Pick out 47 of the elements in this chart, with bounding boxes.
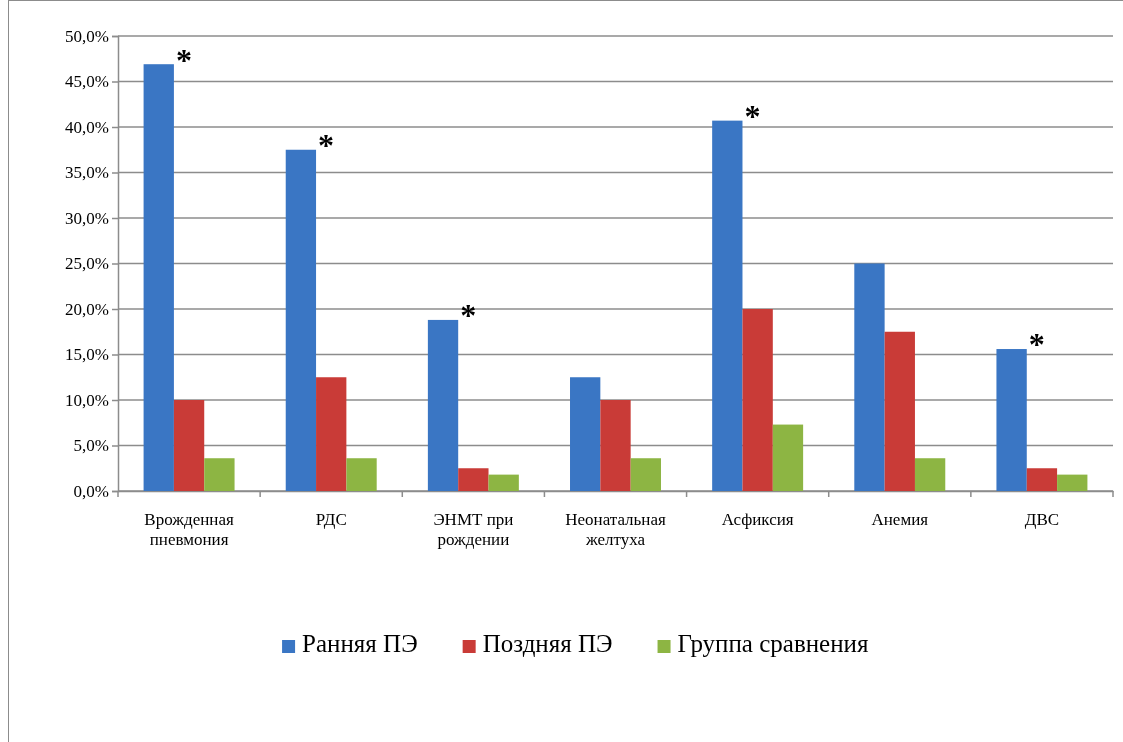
x-tick-label: Врожденная пневмония: [144, 510, 234, 550]
x-tick-label: Анемия: [871, 510, 929, 530]
bar: [1057, 474, 1088, 491]
bar: [1026, 468, 1058, 491]
bar: [854, 263, 885, 491]
y-tick-label: 45,0%: [65, 72, 109, 92]
bar: [570, 377, 601, 491]
x-tick-label: РДС: [315, 510, 347, 530]
bar: [996, 349, 1027, 491]
bar: [772, 424, 804, 491]
data-label: *: [175, 41, 192, 78]
y-tick-label: 15,0%: [65, 345, 109, 365]
data-label: *: [318, 127, 335, 164]
bar: [600, 400, 631, 491]
y-tick-label: 35,0%: [65, 163, 109, 183]
y-tick-label: 0,0%: [73, 481, 109, 501]
data-label: *: [1028, 326, 1045, 363]
bar: [316, 377, 347, 491]
bar: [285, 149, 317, 491]
legend-label: Поздняя ПЭ: [482, 630, 613, 657]
bar: [884, 331, 915, 491]
data-label: *: [744, 98, 761, 135]
y-tick-label: 20,0%: [65, 299, 109, 319]
bar: [173, 400, 205, 491]
legend-label: Группа сравнения: [677, 630, 869, 657]
x-tick-label: Асфиксия: [721, 510, 794, 530]
y-tick-label: 5,0%: [73, 436, 109, 456]
y-tick-label: 50,0%: [65, 26, 109, 46]
bar: [712, 120, 743, 491]
bar: [143, 64, 174, 491]
x-tick-label: Неонатальная желтуха: [565, 510, 666, 550]
bar: [914, 458, 946, 491]
bar: [427, 319, 459, 491]
bar: [488, 474, 519, 491]
y-tick-label: 30,0%: [65, 208, 109, 228]
bar: [630, 458, 661, 491]
legend-label: Ранняя ПЭ: [302, 630, 418, 657]
y-tick-label: 25,0%: [65, 254, 109, 274]
bar: [742, 309, 773, 491]
y-tick-label: 40,0%: [65, 117, 109, 137]
bar: [458, 468, 489, 491]
x-tick-label: ДВС: [1024, 510, 1060, 530]
bar: [346, 458, 377, 491]
data-label: *: [460, 297, 477, 334]
x-tick-label: ЭНМТ при рождении: [433, 510, 514, 550]
bar: [204, 458, 235, 491]
y-tick-label: 10,0%: [65, 390, 109, 410]
